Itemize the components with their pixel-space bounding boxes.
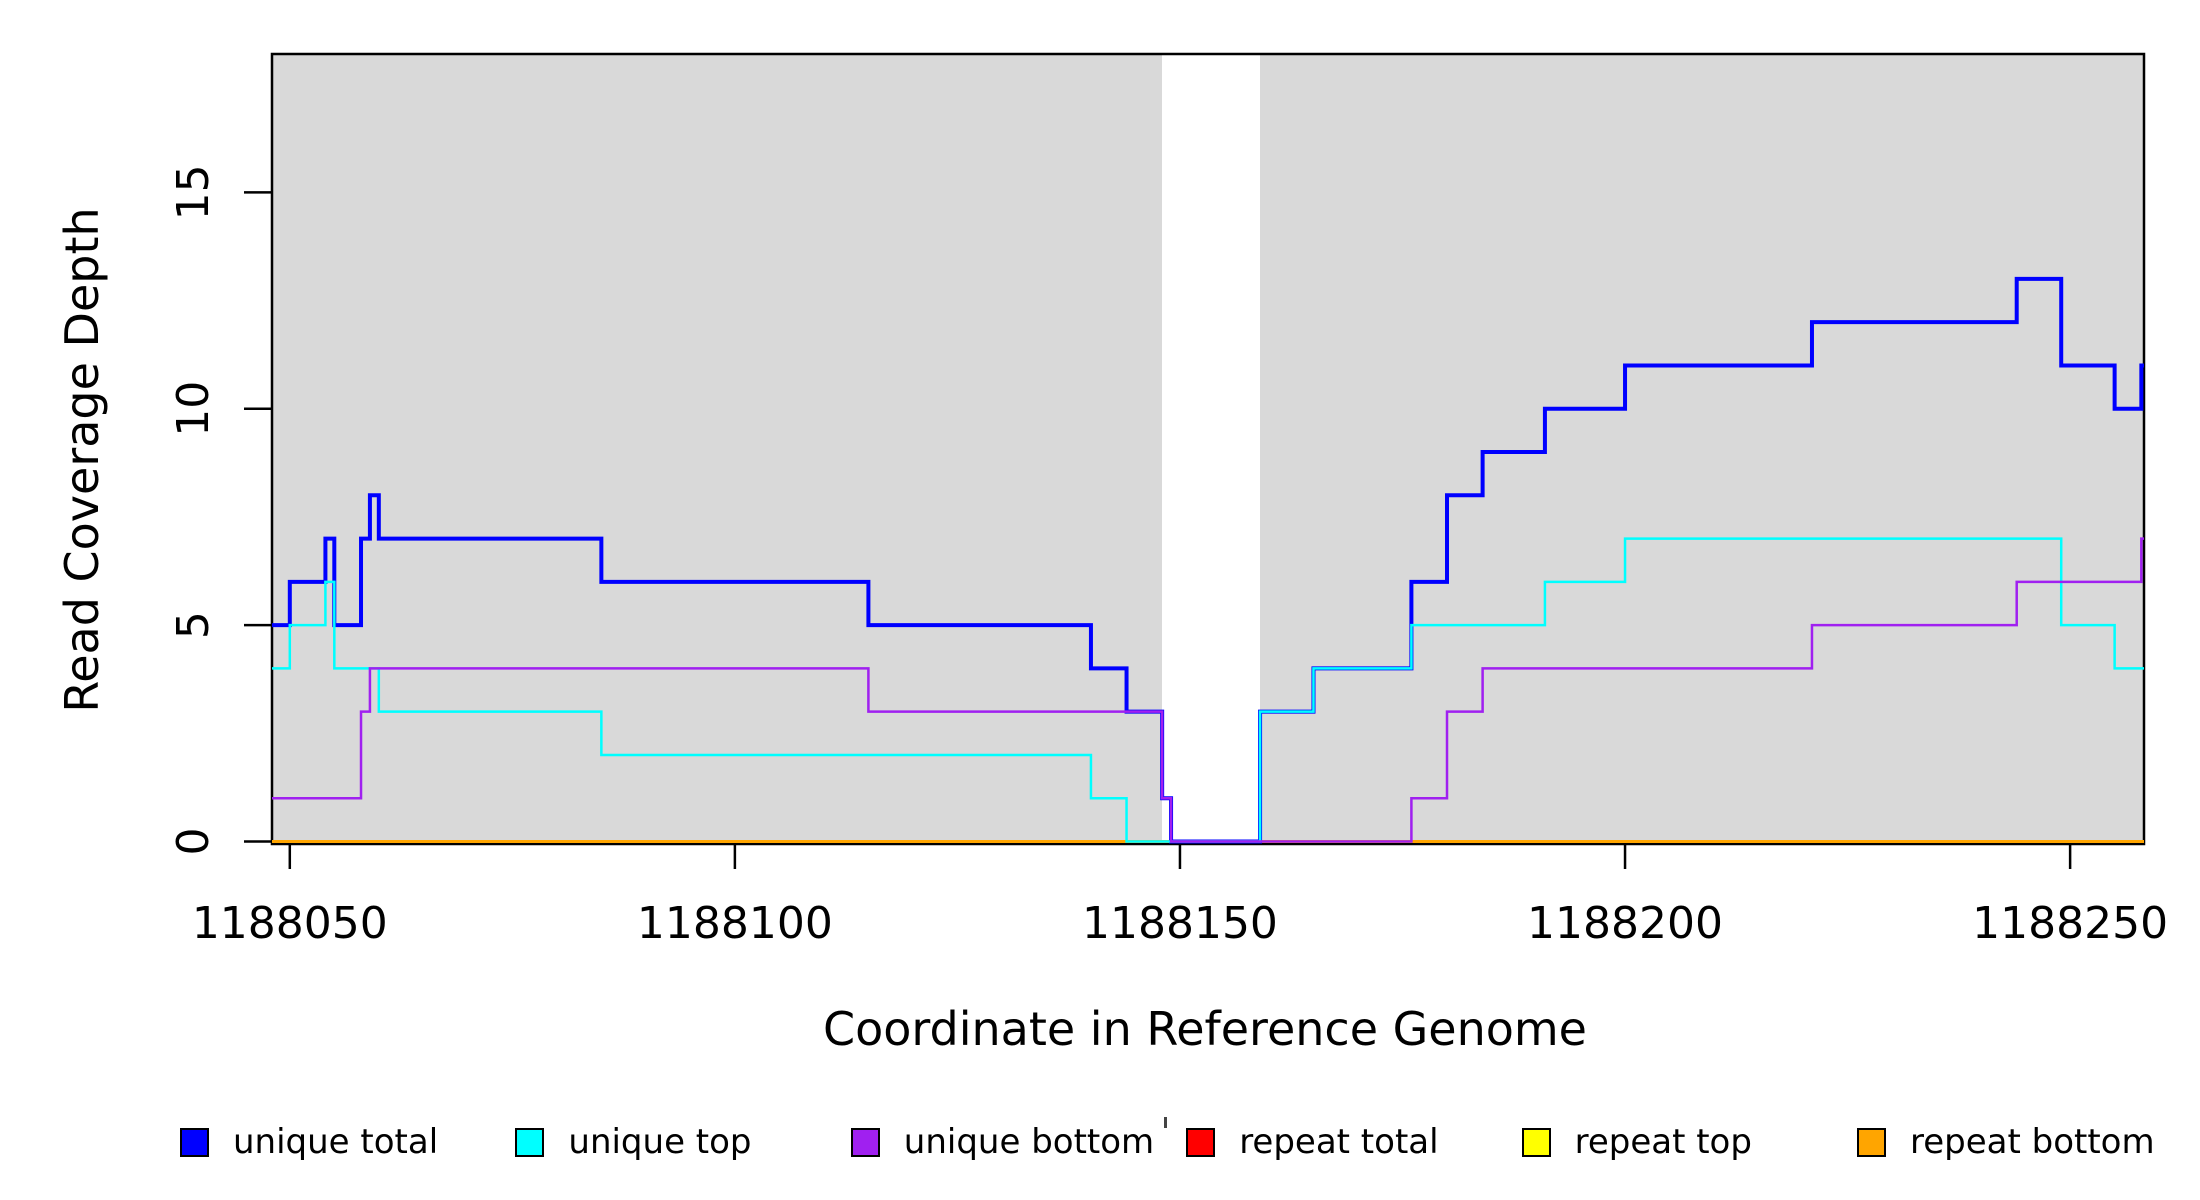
y-tick-label: 10 [168,381,219,437]
legend-swatch-repeat-total [1186,1127,1216,1157]
unique-region-right [1260,54,2144,844]
x-tick-label: 1188050 [192,898,388,949]
x-tick-label: 1188200 [1527,898,1723,949]
legend-label: unique total [233,1122,439,1162]
legend-label: unique bottom [903,1122,1155,1162]
y-tick-label: 15 [168,164,219,220]
legend-swatch-repeat-top [1521,1127,1551,1157]
legend-item-unique-bottom: unique bottom [850,1122,1155,1162]
y-axis-title: Read Coverage Depth [55,207,109,712]
legend-label: repeat bottom [1910,1122,2155,1162]
legend-item-unique-top: unique top [515,1122,752,1162]
legend-item-repeat-total: repeat total [1186,1122,1439,1162]
legend-swatch-repeat-bottom [1857,1127,1886,1157]
stray-tick-artifact [1164,1117,1167,1128]
plot-box [270,52,2146,846]
legend-item-repeat-top: repeat top [1521,1122,1752,1162]
series-unique-bottom-line [272,537,2144,843]
legend-swatch-unique-total [180,1127,209,1157]
legend-label: repeat top [1574,1122,1752,1162]
legend-swatch-unique-top [515,1127,545,1157]
legend-item-unique-total: unique total [180,1124,438,1160]
x-tick-label: 1188150 [1082,898,1278,949]
y-tick-label: 0 [168,828,219,856]
x-tick-label: 1188250 [1972,898,2168,949]
x-tick-label: 1188100 [637,898,833,949]
y-tick-label: 5 [168,611,219,639]
unique-region-left [272,54,1163,844]
plot-layer: 1188050 1188100 1188150 1188200 1188250 0 5 10 1… [168,52,2168,949]
legend-label: repeat total [1239,1122,1439,1162]
legend-item-repeat-bottom: repeat bottom [1857,1124,2155,1160]
legend-label: unique top [568,1122,752,1162]
legend-swatch-unique-bottom [850,1127,880,1157]
x-axis-title: Coordinate in Reference Genome [823,1002,1587,1056]
